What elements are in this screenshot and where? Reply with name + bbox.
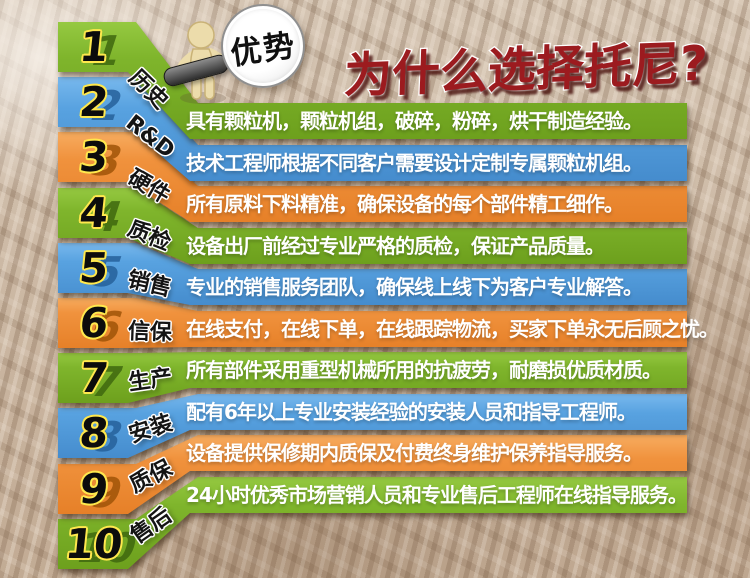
row-category-label: 销售 [125,267,174,302]
row-number-label: 4 [77,188,111,237]
row-category-label: 硬件 [123,165,175,209]
row-number-label: 6 [77,298,111,347]
row-number-label: 5 [77,243,111,292]
row-number-label: 2 [77,77,111,126]
row-category-label: 信保 [127,319,173,346]
row-description: 设备出厂前经过专业严格的质检，保证产品质量。 [186,234,605,258]
row-description: 所有原料下料精准，确保设备的每个部件精工细作。 [186,192,624,216]
row-number: 2 2 [58,77,130,130]
row-number: 5 5 [58,243,130,296]
row-number-label: 9 [77,464,111,513]
row-number-ghost: 2 [85,81,130,130]
row-description: 技术工程师根据不同客户需要设计定制专属颗粒机组。 [186,151,643,175]
row-category-label: 质保 [125,456,177,499]
row-description: 具有颗粒机，颗粒机组，破碎，粉碎，烘干制造经验。 [186,109,643,133]
row-number: 1 1 [58,22,130,75]
magnifier-badge: 优势 [221,4,305,88]
row-number-ghost: 5 [85,247,130,296]
row-category-label: 质检 [123,216,175,257]
row-number: 6 6 [58,298,130,351]
row-description: 24小时优秀市场营销人员和专业售后工程师在线指导服务。 [186,483,688,507]
row-description: 设备提供保修期内质保及付费终身维护保养指导服务。 [186,441,643,465]
row-category-label: R&D [120,110,180,164]
badge-label: 优势 [228,27,299,72]
row-number-ghost: 6 [85,302,130,351]
row-number-ghost: 10 [70,523,144,572]
row-number: 3 3 [58,132,130,185]
row-number-ghost: 9 [85,468,130,517]
row-number-label: 10 [62,519,126,568]
row-number: 9 9 [58,464,130,517]
row-category-label: 生产 [126,365,174,396]
row-description: 在线支付，在线下单，在线跟踪物流，买家下单永无后顾之忧。 [186,317,719,341]
row-category-label: 售后 [126,503,177,549]
row-number: 8 8 [58,408,130,461]
row-description: 专业的销售服务团队，确保线上线下为客户专业解答。 [186,275,643,299]
row-category-label: 安装 [125,410,176,449]
row-number: 10 10 [58,519,143,572]
row-number-ghost: 8 [85,412,130,461]
row-number-ghost: 4 [85,192,130,241]
row-number-ghost: 3 [85,136,130,185]
row-number-label: 8 [77,408,111,457]
row-number-label: 7 [77,353,111,402]
row-description: 配有6年以上专业安装经验的安装人员和指导工程师。 [186,400,637,424]
row-number: 4 4 [58,188,130,241]
row-number-label: 3 [77,132,111,181]
row-description: 所有部件采用重型机械所用的抗疲劳，耐磨损优质材质。 [186,358,662,382]
row-number-label: 1 [77,22,111,71]
row-number-ghost: 7 [85,357,130,406]
row-number: 7 7 [58,353,130,406]
row-number-ghost: 1 [85,26,130,75]
page-title: 为什么选择托尼? [342,34,710,105]
